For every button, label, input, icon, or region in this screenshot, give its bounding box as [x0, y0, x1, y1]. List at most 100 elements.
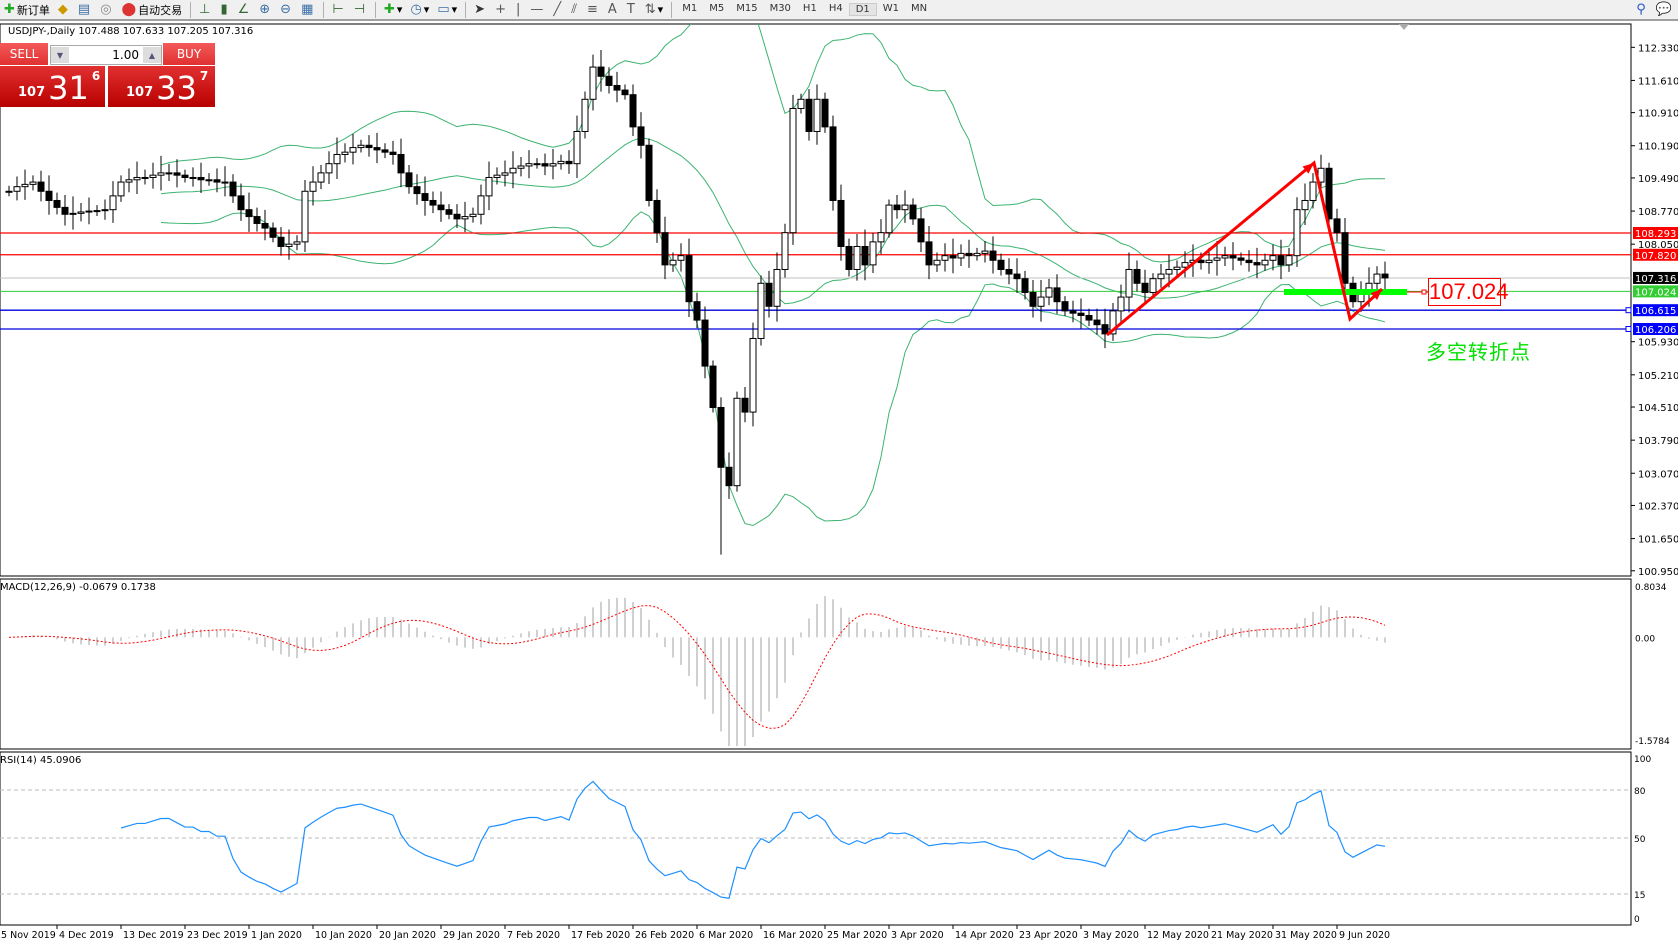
chart-shift-button[interactable]: ⊣ [350, 0, 371, 19]
price-line-label: 107.316 [1635, 274, 1676, 285]
bear-candle [1005, 268, 1013, 275]
date-label: 23 Dec 2019 [187, 930, 248, 941]
timeframe-h1[interactable]: H1 [802, 3, 817, 14]
bull-candle [1221, 255, 1229, 259]
vertical-line-button[interactable]: | [512, 0, 526, 19]
navigator-button[interactable]: ▤ [74, 0, 96, 19]
lot-size-input[interactable]: 1.00 [112, 48, 139, 62]
macd-label: MACD(12,26,9) -0.0679 0.1738 [0, 582, 156, 593]
bear-candle [229, 181, 237, 197]
text-label-button[interactable]: T [623, 0, 641, 19]
bull-candle [957, 252, 965, 259]
new-order-button[interactable]: ✚ 新订单 [0, 0, 54, 19]
sell-price-button[interactable]: 107 31 6 [0, 66, 105, 107]
auto-trading-button[interactable]: ⬤ 自动交易 [118, 0, 187, 19]
bull-candle [221, 181, 229, 184]
bull-candle [1293, 209, 1301, 257]
turning-point-note[interactable]: 多空转折点 [1426, 340, 1531, 364]
fibo-fan-button[interactable]: ≡ [583, 0, 604, 19]
tile-windows-button[interactable]: ▦ [297, 0, 319, 19]
auto-trading-icon: ⬤ [121, 2, 137, 17]
bear-candle [605, 75, 613, 86]
bull-candle [309, 181, 317, 192]
templates-button[interactable]: ▭ ▾ [437, 2, 458, 17]
decrease-lot-button[interactable]: ▼ [51, 47, 69, 63]
arrow-head-icon [1370, 289, 1382, 300]
bull-candle [781, 232, 789, 270]
price-tick-label: 108.770 [1638, 207, 1678, 218]
rsi-panel-border [0, 751, 1632, 926]
bull-candle [301, 190, 309, 243]
timeframe-w1[interactable]: W1 [882, 3, 900, 14]
bull-candle [133, 176, 141, 181]
timeframe-m30[interactable]: M30 [769, 3, 791, 14]
bear-candle [725, 466, 733, 487]
increase-lot-button[interactable]: ▲ [143, 47, 161, 63]
date-label: 6 Mar 2020 [699, 930, 753, 941]
bull-candle [1125, 268, 1133, 298]
bear-candle [237, 195, 245, 211]
autoscroll-button[interactable]: ⊢ [328, 0, 349, 19]
zoom-in-button[interactable]: ⊕ [255, 0, 276, 19]
new-order-icon: ✚ [4, 2, 15, 17]
bull-candle [349, 147, 357, 153]
chart-area[interactable]: 112.330 111.610 110.910 110.190 109.490 108.7… [0, 21, 1678, 944]
bear-candle [1133, 268, 1141, 284]
buy-price-button[interactable]: 107 33 7 [108, 66, 215, 107]
timeframe-h4[interactable]: H4 [828, 3, 843, 14]
bar-chart-icon: ⊥ [199, 2, 211, 17]
bull-candle [853, 245, 861, 270]
bear-candle [629, 94, 637, 128]
horizontal-line-button[interactable]: — [526, 0, 549, 19]
bear-candle [637, 126, 645, 146]
indicators-button[interactable]: ✚ ▾ [384, 2, 403, 17]
chat-icon: 💬 [1655, 2, 1672, 17]
date-label: 13 Dec 2019 [123, 930, 184, 941]
signals-button[interactable]: ◎ [96, 0, 117, 19]
timeframe-m1[interactable]: M1 [682, 3, 698, 14]
indicators-icon: ✚ [384, 2, 395, 17]
bull-candle [165, 172, 173, 175]
chat-button[interactable]: 💬 [1652, 0, 1678, 19]
buy-button[interactable]: BUY [163, 43, 215, 66]
timeframe-m5[interactable]: M5 [709, 3, 725, 14]
market-watch-button[interactable]: ◆ [54, 0, 74, 19]
arrow-head-icon [1302, 163, 1314, 174]
timeframe-mn[interactable]: MN [911, 3, 928, 14]
lot-size-stepper[interactable]: ▼ 1.00 ▲ [50, 45, 162, 65]
bull-candle [29, 181, 37, 185]
line-handle [1625, 307, 1632, 314]
line-handle [1625, 326, 1632, 333]
bull-candle [1157, 273, 1165, 280]
search-button[interactable]: ⚲ [1632, 0, 1652, 19]
periods-button[interactable]: ◷ ▾ [410, 2, 430, 17]
bear-candle [909, 204, 917, 220]
date-label: 17 Feb 2020 [571, 930, 630, 941]
arrows-button[interactable]: ⇅ ▾ [644, 2, 664, 17]
zoom-out-button[interactable]: ⊖ [276, 0, 297, 19]
new-order-label: 新订单 [16, 3, 50, 17]
crosshair-button[interactable]: + [491, 0, 512, 19]
bear-candle [1093, 319, 1101, 326]
bear-candle [181, 174, 189, 178]
timeframe-d1[interactable]: D1 [848, 3, 877, 16]
price-line-label-bg [1633, 248, 1678, 261]
macd-panel-border [0, 578, 1632, 750]
bollinger-lower [160, 211, 1386, 527]
bull-candle [749, 337, 757, 413]
price-line-label: 108.293 [1635, 229, 1676, 240]
sell-button[interactable]: SELL [0, 43, 48, 66]
price-annotation-box[interactable]: 107.024 [1428, 278, 1509, 306]
bar-chart-button[interactable]: ⊥ [195, 0, 216, 19]
trendline-button[interactable]: ╱ [549, 0, 567, 19]
price-tick-label: 105.210 [1638, 371, 1678, 382]
cursor-button[interactable]: ➤ [470, 0, 491, 19]
chart-shift-marker-icon [1399, 24, 1409, 30]
bull-candle [549, 163, 557, 167]
line-chart-button[interactable]: ∠ [234, 0, 256, 19]
fibonacci-button[interactable]: ⫽ [567, 0, 583, 19]
bull-candle [1037, 296, 1045, 307]
timeframe-m15[interactable]: M15 [736, 3, 758, 14]
text-button[interactable]: A [604, 0, 623, 19]
candlestick-button[interactable]: ▮ [216, 0, 233, 19]
